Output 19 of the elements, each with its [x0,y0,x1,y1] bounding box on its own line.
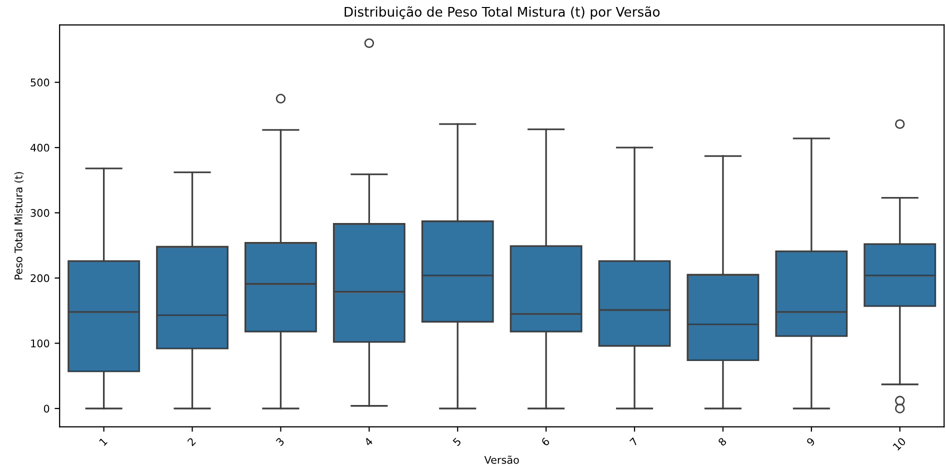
x-tick-label: 5 [452,437,462,446]
x-tick-label: 1 [98,437,108,446]
x-tick-label: 6 [540,437,550,446]
x-tick-label: 10 [892,437,906,451]
y-tick-label: 500 [30,78,50,86]
y-tick-label: 100 [31,339,50,348]
chart-title: Distribuição de Peso Total Mistura (t) por Versão [344,6,660,20]
x-tick-label: 4 [364,437,374,446]
x-tick-label: 2 [187,437,196,446]
x-tick-label: 7 [629,437,638,446]
y-tick-label: 300 [30,209,50,217]
x-tick-label: 3 [276,437,285,446]
x-tick-label: 9 [806,437,816,446]
x-axis-title: Versão [484,456,519,464]
y-tick-label: 400 [30,144,50,152]
y-axis-title: Peso Total Mistura (t) [14,172,24,280]
y-tick-label: 200 [30,274,50,282]
y-tick-label: 0 [44,404,50,413]
x-tick-label: 8 [718,437,727,446]
